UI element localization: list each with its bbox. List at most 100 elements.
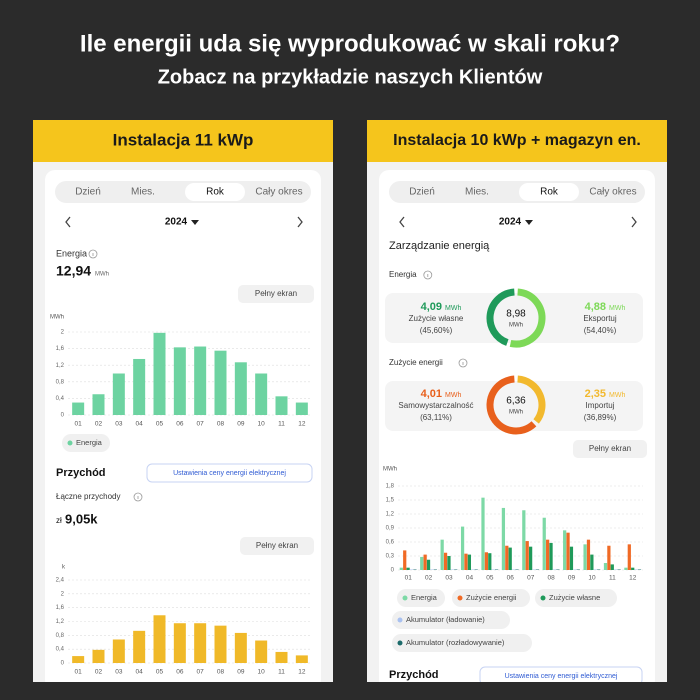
legend-item[interactable]	[452, 589, 530, 607]
bar	[234, 632, 247, 663]
y-tick-label: 0,4	[56, 647, 65, 653]
x-tick-label: 05	[156, 421, 164, 428]
bar	[586, 539, 591, 570]
button-label[interactable]: Pełny ekran	[256, 541, 298, 550]
bar	[92, 394, 105, 415]
bar	[566, 532, 570, 570]
bar	[214, 625, 227, 663]
tab[interactable]: Rok	[206, 187, 225, 198]
donut-percent: (36,89%)	[584, 413, 617, 422]
y-tick-label: 1,5	[386, 498, 395, 504]
x-tick-label: 12	[298, 669, 306, 676]
button-label[interactable]: Ustawienia ceny energii elektrycznej	[505, 673, 618, 680]
tab[interactable]: Dzień	[409, 187, 435, 198]
bar	[583, 544, 587, 570]
bar	[569, 546, 574, 570]
tab-selected	[519, 183, 579, 201]
bar	[153, 615, 166, 663]
legend-item[interactable]	[62, 434, 110, 452]
amount: 4,09	[421, 301, 442, 313]
y-tick-label: 0	[61, 413, 65, 419]
legend-item[interactable]	[392, 634, 532, 652]
button[interactable]	[573, 440, 647, 458]
legend-label[interactable]: Energia	[76, 438, 103, 447]
background	[0, 682, 700, 700]
legend-item[interactable]	[397, 589, 445, 607]
tab[interactable]: Mies.	[465, 187, 489, 198]
y-tick-label: 2	[61, 330, 65, 336]
next-button[interactable]	[297, 216, 303, 228]
button[interactable]	[146, 463, 313, 483]
legend-label[interactable]: Akumulator (rozładowywanie)	[406, 638, 505, 647]
legend-label[interactable]: Energia	[411, 593, 438, 602]
dropdown-icon	[525, 220, 533, 225]
donut-segment	[486, 288, 515, 346]
button-label[interactable]: Ustawienia ceny energii elektrycznej	[173, 470, 286, 477]
button[interactable]	[238, 285, 314, 303]
legend-label[interactable]: Zużycie własne	[549, 593, 600, 602]
button-label[interactable]: Pełny ekran	[589, 444, 631, 453]
donut-center: 6,36	[506, 396, 526, 407]
prev-button[interactable]	[399, 216, 405, 228]
x-tick-label: 09	[568, 575, 576, 582]
legend-label[interactable]: Zużycie energii	[466, 593, 517, 602]
year-select[interactable]: 2024	[499, 217, 522, 228]
x-tick-label: 02	[95, 421, 103, 428]
x-tick-label: 07	[197, 421, 205, 428]
tab[interactable]: Mies.	[131, 187, 155, 198]
bar	[542, 517, 546, 570]
x-tick-label: 01	[75, 669, 83, 676]
bar	[607, 545, 611, 570]
subtitle: Zobacz na przykładzie naszych Klientów	[158, 66, 543, 88]
legend-label[interactable]: Akumulator (ładowanie)	[406, 615, 485, 624]
bar	[447, 556, 451, 570]
bar	[133, 630, 146, 663]
legend-item[interactable]	[535, 589, 617, 607]
legend-swatch	[67, 440, 73, 446]
tab[interactable]: Cały okres	[255, 187, 302, 198]
x-tick-label: 04	[136, 669, 144, 676]
donut-center: 8,98	[506, 309, 526, 320]
tab[interactable]: Dzień	[75, 187, 101, 198]
x-tick-label: 12	[298, 421, 306, 428]
year-select[interactable]: 2024	[165, 217, 188, 228]
donut-category: Eksportuj	[583, 314, 617, 323]
tab[interactable]: Cały okres	[589, 187, 636, 198]
donut-category: Zużycie własne	[409, 314, 464, 323]
x-tick-label: 01	[75, 421, 83, 428]
x-tick-label: 03	[445, 575, 453, 582]
x-tick-label: 04	[466, 575, 474, 582]
info-icon	[423, 270, 433, 280]
donut-percent: (45,60%)	[420, 326, 453, 335]
bar	[426, 559, 431, 570]
donut-card	[385, 293, 643, 343]
y-tick-label: 2,4	[56, 578, 65, 584]
y-tick-label: 0,8	[56, 379, 65, 385]
label: Energia	[389, 270, 417, 279]
bar	[214, 350, 227, 415]
amount: 4,88	[585, 301, 606, 313]
label: zł	[56, 516, 62, 525]
x-tick-label: 05	[486, 575, 494, 582]
tabs	[389, 181, 645, 203]
tab[interactable]: Rok	[540, 187, 559, 198]
bar	[194, 346, 207, 415]
bar	[423, 554, 427, 570]
donut-percent: (63,11%)	[420, 413, 452, 422]
donut-category: Importuj	[586, 401, 615, 410]
button-label[interactable]: Pełny ekran	[255, 289, 297, 298]
x-tick-label: 07	[527, 575, 535, 582]
legend-item[interactable]	[392, 611, 510, 629]
donut-card	[385, 381, 643, 431]
prev-button[interactable]	[65, 216, 71, 228]
info-icon	[133, 492, 143, 502]
bar	[508, 547, 512, 570]
info-icon	[458, 358, 468, 368]
button[interactable]	[240, 537, 314, 555]
x-tick-label: 10	[258, 669, 266, 676]
label: Zarządzanie energią	[389, 240, 490, 252]
next-button[interactable]	[631, 216, 637, 228]
x-tick-label: 11	[609, 575, 616, 582]
amount: 4,01	[421, 388, 442, 400]
x-tick-label: 08	[217, 669, 225, 676]
